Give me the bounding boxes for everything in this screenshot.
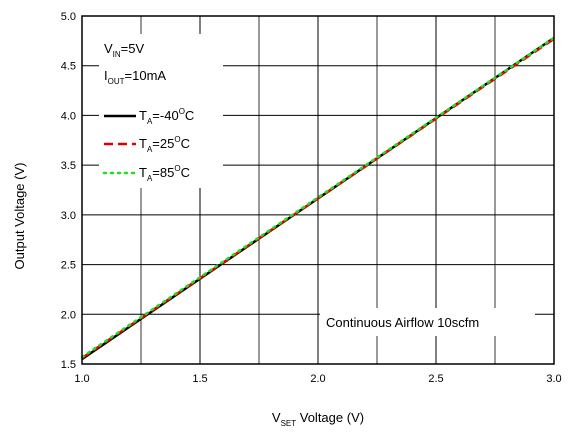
legend: VIN=5V IOUT=10mA TA=-40OC TA=25OC TA=85O… <box>99 34 223 188</box>
legend-background <box>99 34 223 188</box>
airflow-annotation: Continuous Airflow 10scfm <box>320 308 535 336</box>
series-line-2 <box>80 36 556 359</box>
x-tick-label: 1.5 <box>192 373 207 385</box>
condition-iout: IOUT=10mA <box>104 68 166 86</box>
y-tick-label: 4.0 <box>61 110 76 122</box>
x-tick-label: 3.0 <box>546 373 561 385</box>
y-tick-label: 5.0 <box>61 11 76 23</box>
y-axis-title: Output Voltage (V) <box>12 163 27 270</box>
legend-label-25: TA=25OC <box>139 135 190 154</box>
legend-label-minus40: TA=-40OC <box>139 107 194 126</box>
x-tick-label: 1.0 <box>74 373 89 385</box>
x-tick-label: 2.0 <box>310 373 325 385</box>
y-tick-label: 1.5 <box>61 359 76 371</box>
legend-label-85: TA=85OC <box>139 164 190 183</box>
y-tick-label: 3.0 <box>61 210 76 222</box>
x-axis-title: VSET Voltage (V) <box>272 410 364 428</box>
x-tick-labels: 1.0 1.5 2.0 2.5 3.0 <box>74 373 561 385</box>
annotation-background <box>320 308 535 336</box>
y-tick-label: 2.5 <box>61 260 76 272</box>
annotation-text: Continuous Airflow 10scfm <box>326 315 479 330</box>
y-tick-label: 3.5 <box>61 160 76 172</box>
plot-frame <box>81 15 555 365</box>
y-tick-label: 4.5 <box>61 61 76 73</box>
y-tick-label: 2.0 <box>61 309 76 321</box>
x-tick-label: 2.5 <box>428 373 443 385</box>
series-line-1 <box>81 37 555 360</box>
condition-vin: VIN=5V <box>104 41 144 59</box>
y-tick-labels: 1.5 2.0 2.5 3.0 3.5 4.0 4.5 5.0 <box>61 11 76 371</box>
series-layer <box>80 36 556 361</box>
